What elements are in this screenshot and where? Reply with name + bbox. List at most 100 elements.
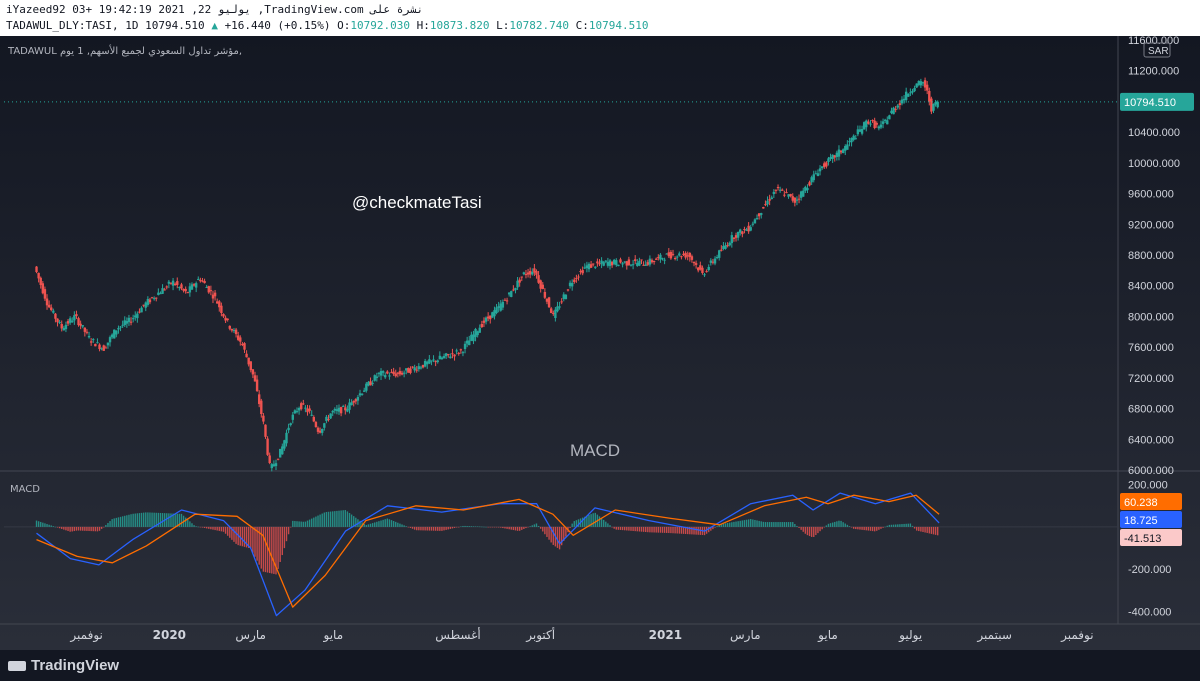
macd-histogram-bar <box>613 526 615 529</box>
candle-body <box>837 149 841 157</box>
candle-body <box>423 360 427 367</box>
macd-histogram-bar <box>374 522 376 527</box>
macd-histogram-bar <box>661 526 664 533</box>
macd-histogram-bar <box>187 519 189 527</box>
candle-body <box>684 252 687 258</box>
macd-histogram-bar <box>98 526 101 531</box>
macd-histogram-bar <box>222 526 225 532</box>
candle-body <box>862 122 866 130</box>
tradingview-logo[interactable]: TradingView <box>8 657 119 674</box>
candle-body <box>463 343 467 349</box>
macd-histogram-bar <box>754 519 756 527</box>
macd-histogram-bar <box>535 523 538 527</box>
macd-histogram-bar <box>302 521 305 527</box>
candle-body <box>47 304 51 308</box>
candle-body <box>251 369 255 375</box>
candle-body <box>652 260 656 262</box>
macd-histogram-bar <box>172 513 174 527</box>
candle-body <box>709 260 713 263</box>
macd-histogram-bar <box>161 513 164 527</box>
macd-histogram-bar <box>273 526 275 574</box>
macd-histogram-bar <box>281 526 283 556</box>
candle-body <box>877 126 881 129</box>
macd-histogram-bar <box>229 526 231 538</box>
macd-histogram-bar <box>130 514 132 527</box>
candle-body <box>701 267 704 274</box>
macd-histogram-bar <box>777 522 779 527</box>
candle-body <box>875 123 878 125</box>
macd-histogram-bar <box>666 526 668 533</box>
macd-histogram-bar <box>806 526 809 536</box>
macd-histogram-bar <box>489 526 491 528</box>
macd-histogram-bar <box>508 526 510 530</box>
candle-body <box>724 245 727 249</box>
macd-histogram-bar <box>470 526 473 527</box>
time-tick-label: نوفمبر <box>69 628 102 643</box>
chart-area[interactable]: TADAWUL مؤشر تداول السعودي لجميع الأسهم,… <box>0 36 1200 650</box>
candle-body <box>749 227 752 231</box>
candle-body <box>925 84 929 91</box>
candle-body <box>539 280 542 289</box>
candle-body <box>631 264 635 266</box>
macd-histogram-bar <box>332 511 334 527</box>
candle-body <box>860 128 864 134</box>
candle-body <box>68 318 72 323</box>
macd-histogram-bar <box>521 526 523 530</box>
candle-body <box>718 250 721 258</box>
macd-histogram-bar <box>915 526 918 531</box>
candle-body <box>928 90 931 102</box>
candle-body <box>686 255 689 257</box>
macd-histogram-bar <box>119 516 122 527</box>
macd-histogram-bar <box>722 523 725 527</box>
candle-body <box>636 262 639 266</box>
price-tick-label: 6000.000 <box>1128 465 1174 477</box>
candle-body <box>606 261 610 266</box>
candle-body <box>476 331 479 336</box>
candle-body <box>276 458 280 460</box>
candle-body <box>449 356 452 359</box>
macd-histogram-bar <box>926 526 928 533</box>
candle-body <box>205 287 208 289</box>
macd-histogram-bar <box>285 526 288 542</box>
macd-histogram-bar <box>934 526 937 535</box>
macd-histogram-bar <box>277 526 279 569</box>
candle-body <box>255 379 259 391</box>
candle-body <box>197 278 200 280</box>
candle-body <box>625 261 628 266</box>
candle-body <box>367 381 370 386</box>
macd-histogram-bar <box>764 522 767 527</box>
chart-canvas[interactable]: TADAWUL مؤشر تداول السعودي لجميع الأسهم,… <box>0 36 1200 650</box>
macd-histogram-bar <box>168 513 170 527</box>
candle-body <box>558 306 561 308</box>
candle-body <box>186 292 189 294</box>
macd-histogram-bar <box>424 526 426 531</box>
candle-body <box>804 186 807 191</box>
macd-histogram-bar <box>739 520 741 527</box>
candle-body <box>356 397 360 401</box>
macd-histogram-bar <box>453 526 456 528</box>
macd-histogram-bar <box>367 524 370 527</box>
candle-body <box>808 182 811 186</box>
macd-histogram-bar <box>642 526 645 532</box>
candle-body <box>363 390 366 392</box>
macd-histogram-bar <box>35 520 38 527</box>
candle-body <box>791 196 794 201</box>
candle-body <box>173 283 177 286</box>
candle-body <box>71 320 74 323</box>
macd-value-label: 60.238 <box>1124 497 1158 509</box>
time-tick-label: 2021 <box>649 628 682 642</box>
candle-body <box>360 393 364 395</box>
candle-body <box>190 284 194 290</box>
candle-body <box>526 272 530 275</box>
candle-body <box>844 145 847 151</box>
macd-histogram-bar <box>300 521 302 527</box>
macd-histogram-bar <box>897 524 899 527</box>
macd-histogram-bar <box>350 514 353 527</box>
macd-histogram-bar <box>500 526 502 528</box>
macd-histogram-bar <box>445 526 447 530</box>
candle-body <box>581 270 584 274</box>
candle-body <box>37 272 40 279</box>
candle-body <box>283 440 286 449</box>
candle-body <box>377 372 381 374</box>
macd-histogram-bar <box>403 525 405 527</box>
